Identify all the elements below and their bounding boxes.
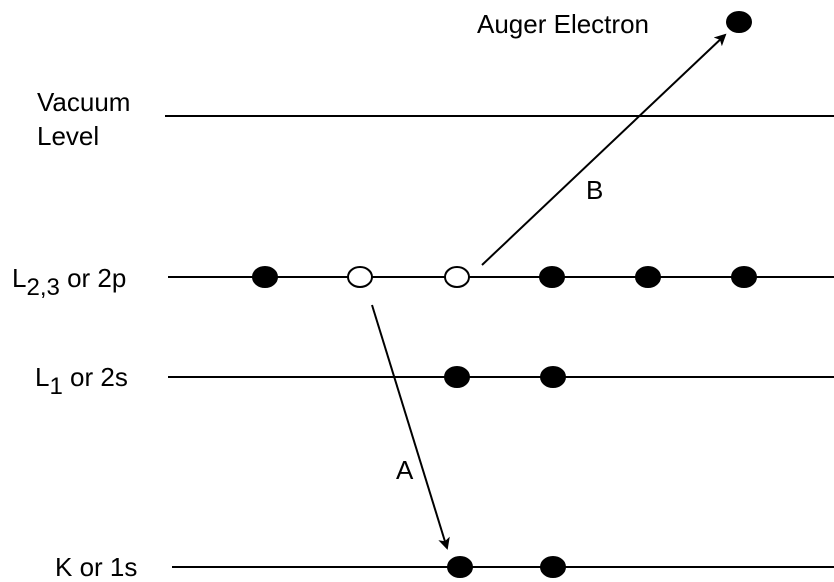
label-main: L bbox=[12, 263, 26, 293]
electron bbox=[444, 366, 470, 388]
electron bbox=[726, 11, 752, 33]
level-label: Vacuum bbox=[37, 87, 130, 117]
hole bbox=[347, 266, 373, 288]
electron bbox=[731, 266, 757, 288]
arrow-label: A bbox=[396, 455, 414, 485]
arrow-label: B bbox=[586, 175, 603, 205]
arrow-b bbox=[481, 33, 727, 266]
electron bbox=[447, 556, 473, 578]
electron bbox=[539, 266, 565, 288]
level-label: K or 1s bbox=[55, 552, 137, 582]
level-label: L1 or 2s bbox=[35, 362, 128, 400]
electron bbox=[635, 266, 661, 288]
level-label: Level bbox=[37, 121, 99, 151]
electron bbox=[252, 266, 278, 288]
label-sub: 1 bbox=[49, 373, 62, 400]
level-label: L2,3 or 2p bbox=[12, 263, 126, 301]
label-sub: 2,3 bbox=[26, 274, 59, 301]
arrow-a bbox=[371, 304, 450, 550]
label-suffix: or 2p bbox=[60, 263, 127, 293]
label-main: L bbox=[35, 362, 49, 392]
electron bbox=[540, 556, 566, 578]
hole bbox=[444, 266, 470, 288]
label-suffix: or 2s bbox=[63, 362, 128, 392]
electron bbox=[540, 366, 566, 388]
auger-label: Auger Electron bbox=[477, 9, 649, 39]
